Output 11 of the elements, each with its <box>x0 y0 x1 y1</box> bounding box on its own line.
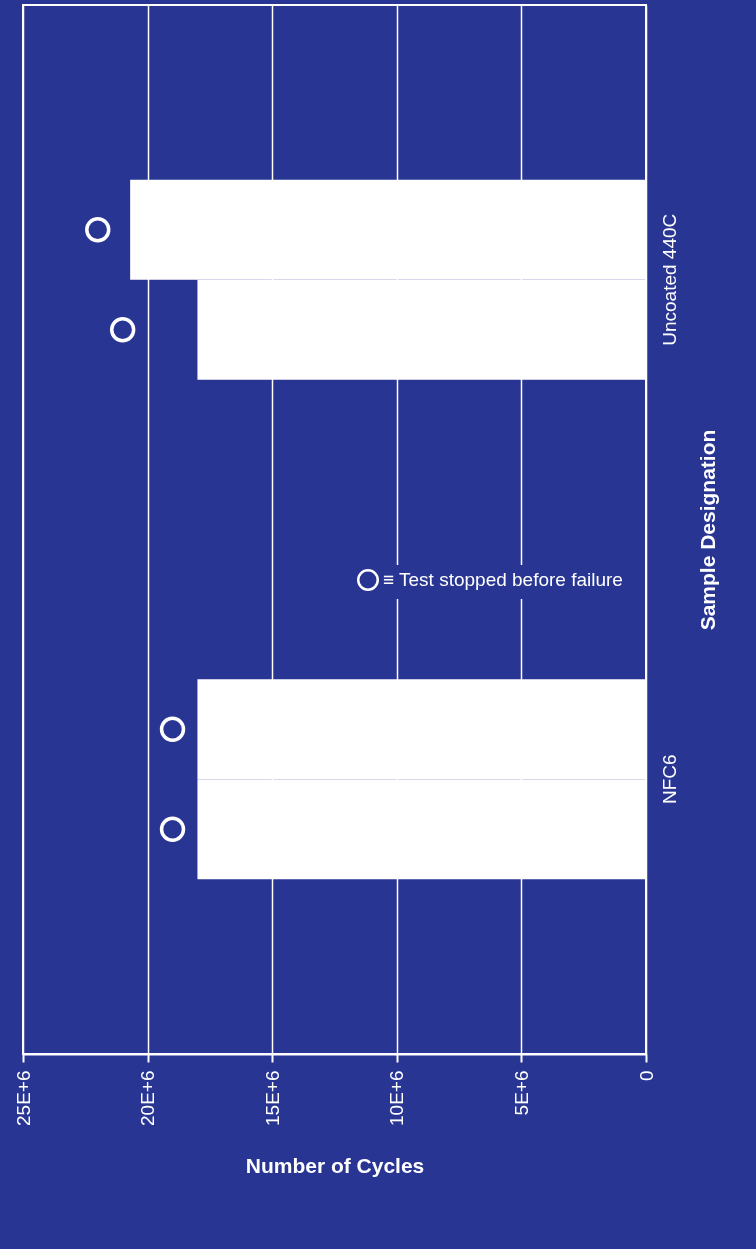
y-tick-label: Uncoated 440C <box>658 213 680 346</box>
x-tick-label: 0 <box>635 1070 657 1082</box>
x-tick-label: 15E+6 <box>261 1070 283 1126</box>
x-tick-label: 5E+6 <box>510 1070 532 1116</box>
x-tick-label: 20E+6 <box>137 1070 159 1126</box>
y-axis-title: Sample Designation <box>695 429 719 631</box>
x-tick-label: 25E+6 <box>12 1070 34 1126</box>
legend-label: ≡ Test stopped before failure <box>383 569 623 590</box>
y-tick-label: NFC6 <box>658 754 680 805</box>
x-axis-title: Number of Cycles <box>245 1153 425 1177</box>
x-tick-label: 10E+6 <box>386 1070 408 1126</box>
